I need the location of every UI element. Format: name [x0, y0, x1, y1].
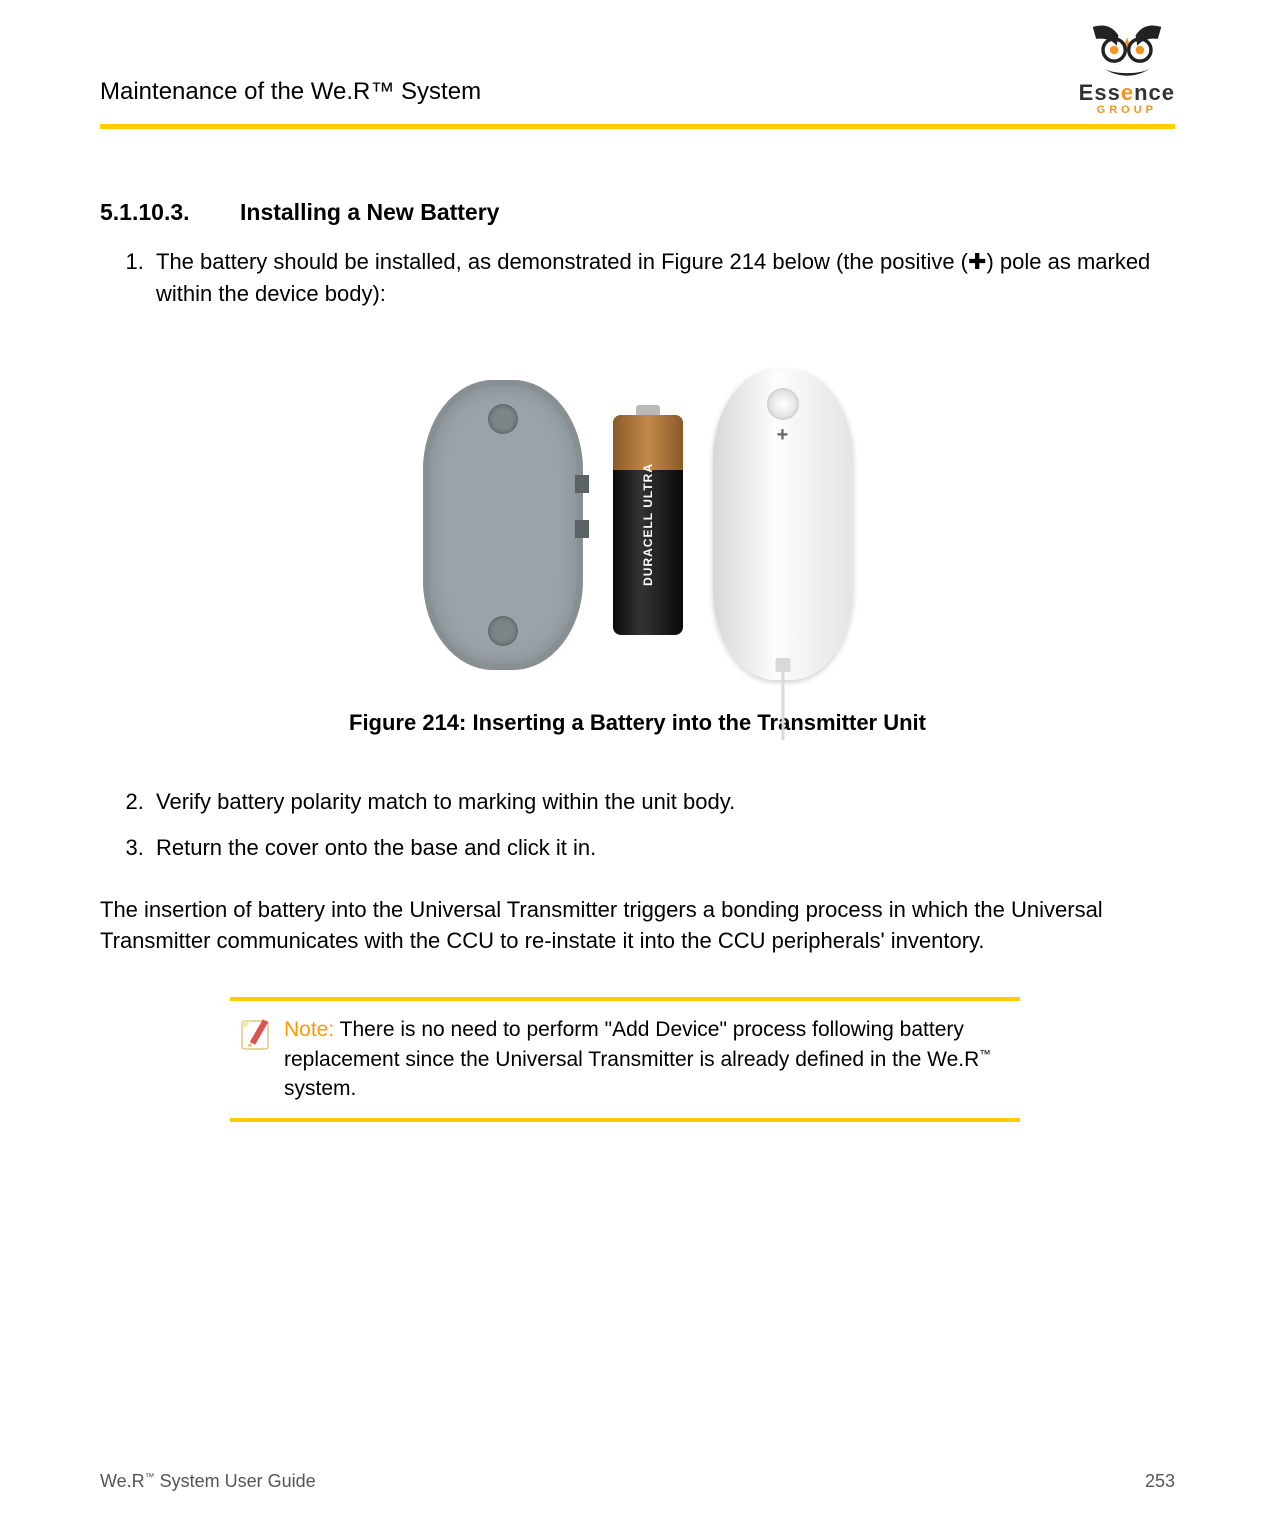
battery-illustration: DURACELL ULTRA — [613, 415, 683, 635]
list-item: Verify battery polarity match to marking… — [150, 786, 1175, 818]
device-cover — [713, 370, 853, 680]
body-paragraph: The insertion of battery into the Univer… — [100, 894, 1175, 958]
footer-left: We.R™ System User Guide — [100, 1471, 316, 1492]
battery-brand-label: DURACELL ULTRA — [641, 463, 655, 586]
list-item: The battery should be installed, as demo… — [150, 246, 1175, 310]
trademark-symbol: ™ — [145, 1472, 155, 1483]
note-text-1: There is no need to perform "Add Device"… — [284, 1018, 979, 1070]
section-heading: 5.1.10.3.Installing a New Battery — [100, 199, 1175, 226]
page: Maintenance of the We.R™ System Essence … — [0, 0, 1275, 1532]
logo-part-3: nce — [1134, 80, 1175, 105]
header-rule — [100, 124, 1175, 129]
steps-list-b: Verify battery polarity match to marking… — [100, 786, 1175, 864]
cable-icon — [781, 670, 784, 740]
page-footer: We.R™ System User Guide 253 — [100, 1471, 1175, 1492]
section-title: Installing a New Battery — [240, 199, 499, 225]
note-bottom-rule — [230, 1118, 1020, 1122]
logo-wordmark: Essence — [1079, 80, 1175, 106]
note-text: Note: There is no need to perform "Add D… — [284, 1015, 1014, 1103]
figure-caption: Figure 214: Inserting a Battery into the… — [100, 710, 1175, 736]
section-number: 5.1.10.3. — [100, 199, 240, 226]
logo-part-1: Ess — [1079, 80, 1121, 105]
device-base — [423, 380, 583, 670]
note-label: Note: — [284, 1018, 334, 1041]
essence-logo: Essence GROUP — [1079, 20, 1175, 116]
note-body: Note: There is no need to perform "Add D… — [230, 1001, 1020, 1117]
page-number: 253 — [1145, 1471, 1175, 1492]
logo-subtext: GROUP — [1097, 104, 1157, 116]
device-illustration: DURACELL ULTRA — [423, 370, 853, 680]
steps-list-a: The battery should be installed, as demo… — [100, 246, 1175, 310]
list-item: Return the cover onto the base and click… — [150, 832, 1175, 864]
pencil-note-icon — [236, 1015, 276, 1103]
clip-icon — [575, 520, 589, 538]
owl-icon — [1082, 20, 1172, 80]
footer-product: We.R — [100, 1471, 145, 1491]
note-block: Note: There is no need to perform "Add D… — [230, 997, 1020, 1121]
logo-part-2: e — [1121, 80, 1134, 105]
header-title: Maintenance of the We.R™ System — [100, 78, 481, 116]
figure: DURACELL ULTRA — [100, 370, 1175, 680]
page-header: Maintenance of the We.R™ System Essence … — [100, 0, 1175, 116]
trademark-symbol: ™ — [979, 1049, 991, 1061]
note-text-2: system. — [284, 1077, 356, 1100]
footer-guide: System User Guide — [155, 1471, 316, 1491]
clip-icon — [575, 475, 589, 493]
